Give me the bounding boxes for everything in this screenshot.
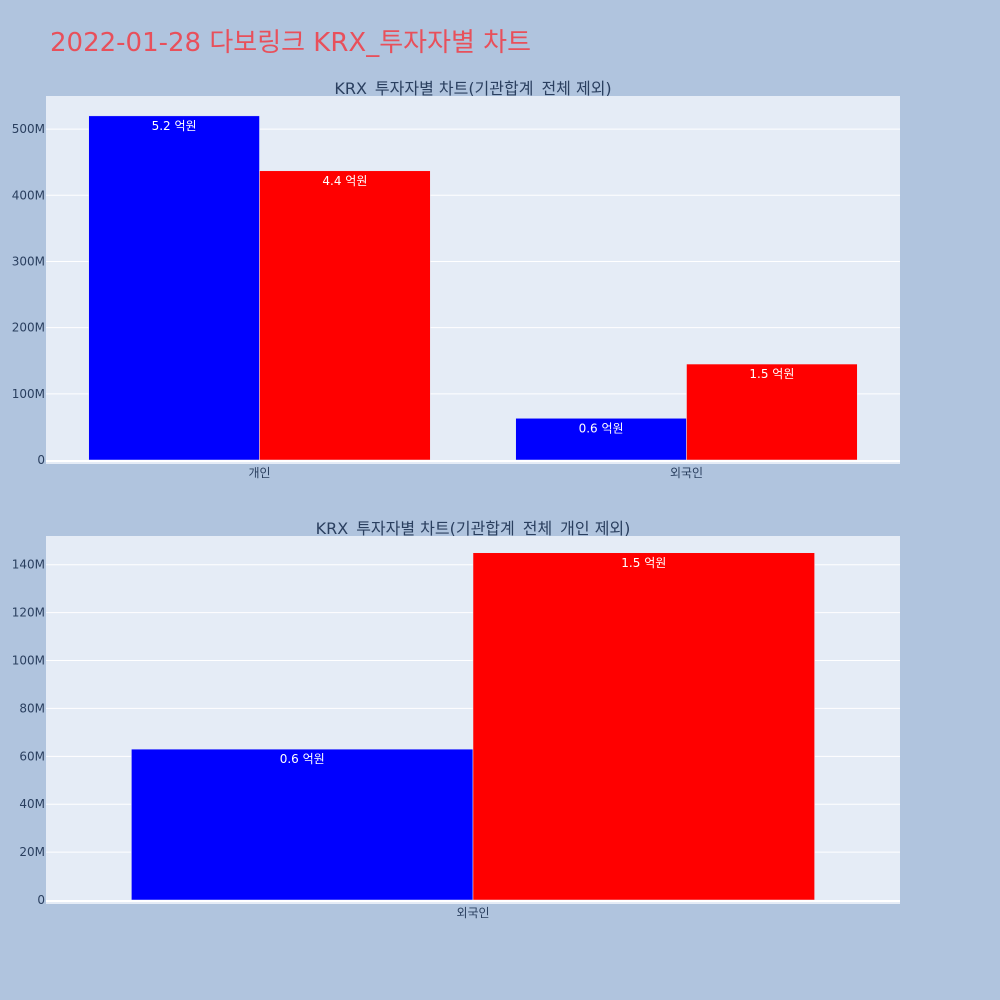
y-tick-label: 0 — [37, 893, 45, 907]
chart-title: KRX_투자자별 차트(기관합계_전체 제외) — [334, 79, 611, 99]
bar — [686, 363, 858, 461]
chart-top: KRX_투자자별 차트(기관합계_전체 제외) 0 100M 200M 300M 400… — [12, 79, 900, 480]
bar-data-label: 0.6 억원 — [579, 421, 624, 435]
bar — [131, 748, 474, 901]
y-tick-label: 20M — [19, 845, 45, 859]
bar — [259, 170, 431, 461]
x-tick-label: 개인 — [248, 466, 270, 480]
page-title: 2022-01-28 다보링크 KRX_투자자별 차트 — [50, 28, 532, 58]
y-tick-label: 40M — [19, 797, 45, 811]
x-tick-label: 외국인 — [456, 906, 489, 920]
chart-title: KRX_투자자별 차트(기관합계_전체_개인 제외) — [316, 519, 631, 539]
bar-data-label: 4.4 억원 — [322, 174, 367, 188]
y-tick-label: 60M — [19, 749, 45, 763]
y-tick-label: 140M — [12, 558, 45, 572]
y-tick-label: 0 — [37, 453, 45, 467]
chart-bottom: KRX_투자자별 차트(기관합계_전체_개인 제외) 0 20M 40M 60M 80M… — [12, 519, 900, 920]
y-tick-label: 120M — [12, 606, 45, 620]
y-tick-label: 500M — [12, 122, 45, 136]
y-tick-label: 80M — [19, 701, 45, 715]
bar-data-label: 0.6 억원 — [280, 752, 325, 766]
bar — [88, 115, 260, 461]
y-tick-label: 100M — [12, 387, 45, 401]
y-tick-label: 400M — [12, 188, 45, 202]
y-tick-label: 300M — [12, 254, 45, 268]
bar — [515, 418, 687, 461]
bar-data-label: 1.5 억원 — [621, 556, 666, 570]
bar-data-label: 5.2 억원 — [152, 119, 197, 133]
y-tick-label: 200M — [12, 321, 45, 335]
x-tick-label: 외국인 — [670, 466, 703, 480]
y-tick-label: 100M — [12, 654, 45, 668]
bar — [472, 552, 815, 901]
bar-data-label: 1.5 억원 — [749, 367, 794, 381]
